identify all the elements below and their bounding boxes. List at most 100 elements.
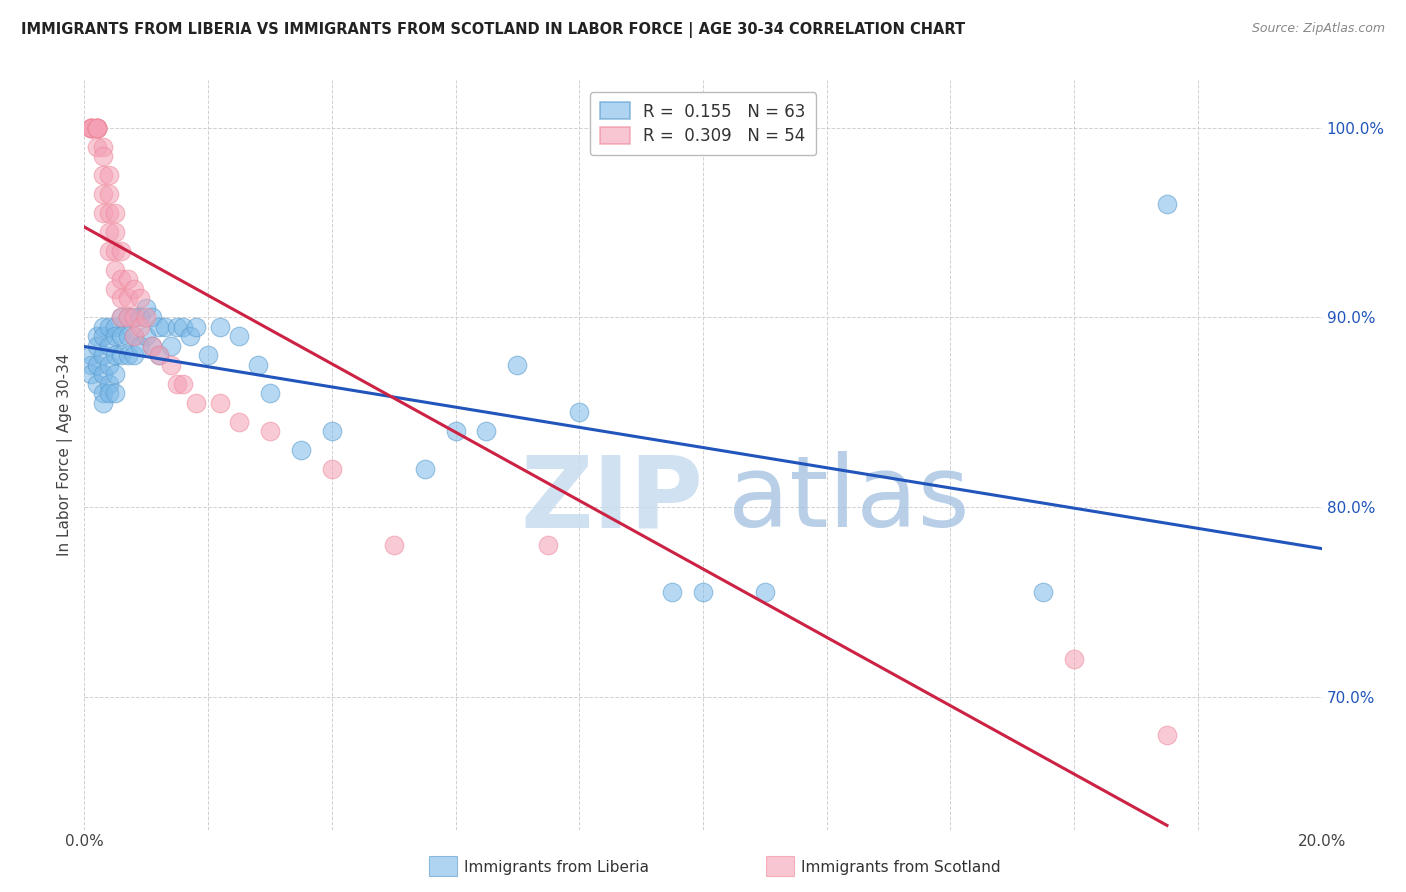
Point	[104, 386, 127, 401]
Point	[148, 348, 170, 362]
Point	[290, 443, 312, 458]
Point	[141, 339, 163, 353]
Point	[91, 348, 114, 362]
Point	[79, 120, 101, 135]
Point	[98, 187, 121, 202]
Point	[117, 310, 139, 325]
Point	[91, 386, 114, 401]
Point	[104, 319, 127, 334]
Legend: R =  0.155   N = 63, R =  0.309   N = 54: R = 0.155 N = 63, R = 0.309 N = 54	[591, 93, 815, 155]
Point	[197, 348, 219, 362]
Point	[98, 225, 121, 239]
Text: atlas: atlas	[728, 451, 969, 549]
Point	[129, 310, 152, 325]
Point	[228, 415, 250, 429]
Point	[98, 244, 121, 258]
Text: Immigrants from Scotland: Immigrants from Scotland	[801, 861, 1001, 875]
Point	[184, 319, 207, 334]
Point	[122, 282, 145, 296]
Point	[321, 424, 343, 438]
Point	[110, 272, 132, 286]
Point	[506, 358, 529, 372]
Point	[104, 244, 127, 258]
Point	[104, 263, 127, 277]
Point	[104, 329, 127, 343]
Point	[148, 348, 170, 362]
Y-axis label: In Labor Force | Age 30-34: In Labor Force | Age 30-34	[58, 353, 73, 557]
Point	[98, 386, 121, 401]
Point	[86, 120, 108, 135]
Point	[91, 168, 114, 182]
Point	[104, 348, 127, 362]
Point	[79, 120, 101, 135]
Point	[537, 538, 560, 552]
Point	[692, 585, 714, 599]
Point	[160, 358, 183, 372]
Point	[141, 339, 163, 353]
Point	[661, 585, 683, 599]
Point	[79, 348, 101, 362]
Point	[179, 329, 201, 343]
Point	[110, 310, 132, 325]
Point	[184, 396, 207, 410]
Point	[91, 139, 114, 153]
Point	[86, 120, 108, 135]
Point	[91, 319, 114, 334]
Point	[129, 339, 152, 353]
Point	[117, 272, 139, 286]
Point	[754, 585, 776, 599]
Point	[172, 319, 194, 334]
Point	[79, 120, 101, 135]
Point	[259, 424, 281, 438]
Point	[79, 120, 101, 135]
Text: Source: ZipAtlas.com: Source: ZipAtlas.com	[1251, 22, 1385, 36]
Point	[86, 358, 108, 372]
Point	[122, 329, 145, 343]
Point	[110, 348, 132, 362]
Point	[568, 405, 591, 419]
Point	[209, 396, 232, 410]
Point	[110, 244, 132, 258]
Point	[129, 319, 152, 334]
Point	[1156, 196, 1178, 211]
Text: Immigrants from Liberia: Immigrants from Liberia	[464, 861, 650, 875]
Point	[86, 120, 108, 135]
Point	[148, 319, 170, 334]
Point	[98, 339, 121, 353]
Point	[321, 462, 343, 476]
Point	[129, 292, 152, 306]
Point	[79, 120, 101, 135]
Point	[135, 329, 157, 343]
Point	[86, 339, 108, 353]
Point	[122, 348, 145, 362]
Point	[382, 538, 405, 552]
Point	[259, 386, 281, 401]
Point	[86, 120, 108, 135]
Point	[104, 368, 127, 382]
Point	[117, 348, 139, 362]
Point	[475, 424, 498, 438]
Point	[135, 301, 157, 315]
Point	[122, 310, 145, 325]
Point	[1063, 652, 1085, 666]
Point	[228, 329, 250, 343]
Point	[117, 310, 139, 325]
Point	[91, 149, 114, 163]
Point	[122, 310, 145, 325]
Point	[122, 329, 145, 343]
Point	[104, 282, 127, 296]
Text: ZIP: ZIP	[520, 451, 703, 549]
Point	[160, 339, 183, 353]
Point	[98, 319, 121, 334]
Point	[86, 120, 108, 135]
Point	[86, 329, 108, 343]
Point	[98, 206, 121, 220]
Point	[110, 292, 132, 306]
Point	[110, 310, 132, 325]
Point	[110, 329, 132, 343]
Point	[104, 206, 127, 220]
Point	[117, 292, 139, 306]
Point	[1032, 585, 1054, 599]
Point	[135, 310, 157, 325]
Point	[98, 358, 121, 372]
